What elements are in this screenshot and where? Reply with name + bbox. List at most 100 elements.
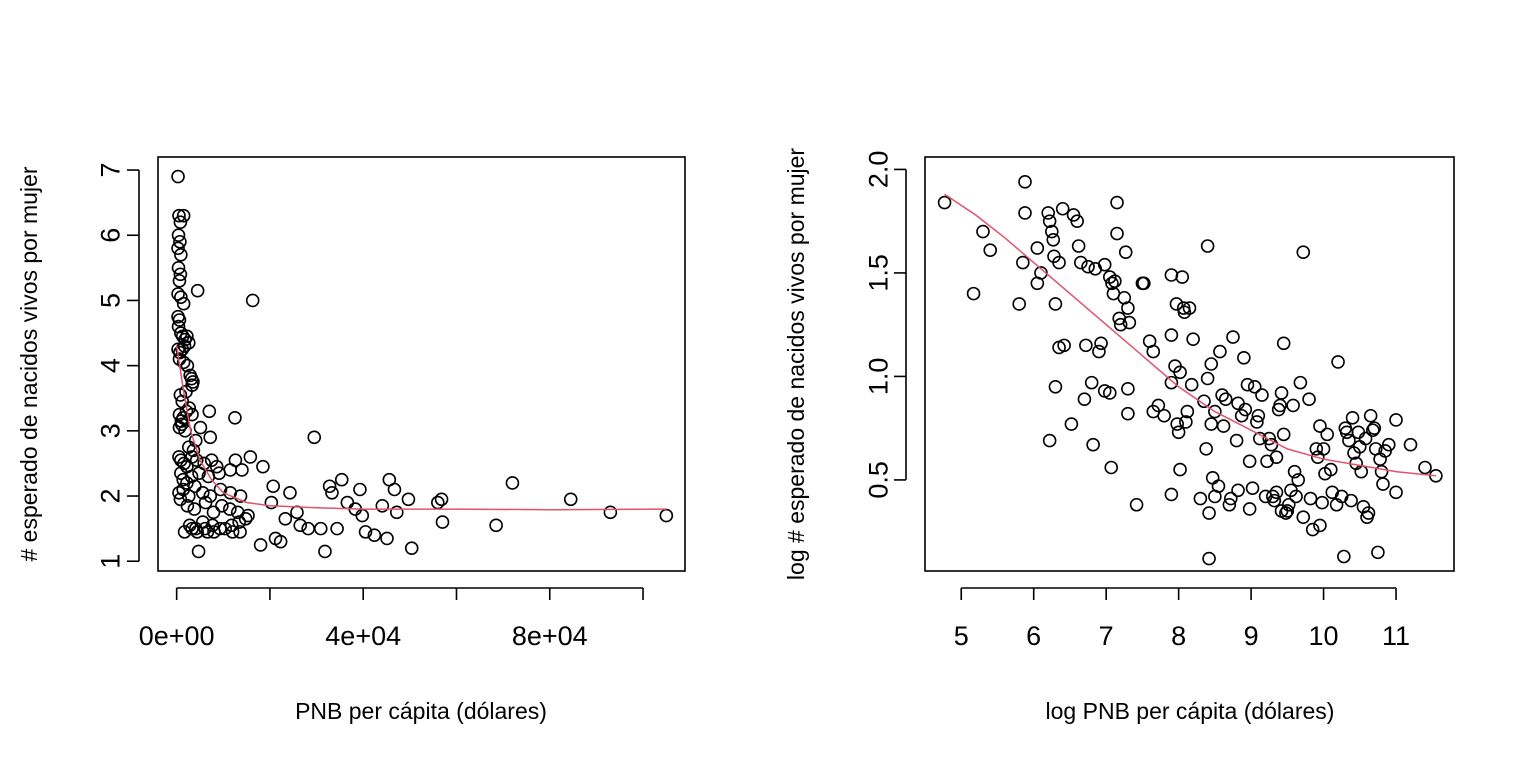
right-data-point: [1164, 487, 1179, 502]
left-data-point: [325, 485, 339, 500]
left-data-point: [173, 215, 188, 229]
right-data-point: [1086, 437, 1100, 452]
right-data-point: [1164, 268, 1179, 282]
left-data-point: [283, 485, 297, 500]
right-trend-line: [944, 193, 1436, 477]
right-data-point: [1303, 491, 1318, 506]
right-data-point: [1242, 502, 1257, 516]
right-data-point: [1070, 214, 1084, 228]
left-data-point: [293, 518, 308, 533]
right-data-point: [1157, 408, 1171, 423]
right-data-point: [1264, 437, 1279, 452]
right-data-point: [1276, 427, 1291, 442]
left-data-point: [273, 534, 288, 549]
left-data-point: [203, 430, 218, 445]
left-data-point: [243, 450, 258, 464]
right-data-point: [1374, 464, 1389, 479]
right-data-point: [1173, 462, 1187, 477]
right-data-point: [1179, 415, 1193, 429]
left-data-point: [563, 492, 578, 507]
right-y-tick-label: 1.5: [863, 254, 893, 292]
right-data-point: [1281, 497, 1296, 512]
right-data-point: [1344, 493, 1358, 508]
right-data-point: [1129, 497, 1144, 512]
left-data-point: [180, 358, 195, 373]
left-data-point: [171, 241, 185, 256]
left-y-tick-label: 2: [95, 489, 125, 504]
left-data-point: [375, 499, 390, 513]
right-data-point: [1108, 274, 1122, 289]
right-data-point: [1240, 377, 1255, 392]
right-x-tick-label: 10: [1309, 621, 1339, 651]
right-data-point: [1216, 419, 1231, 433]
right-data-point: [1092, 344, 1106, 359]
right-data-point: [1064, 417, 1079, 431]
right-data-point: [1366, 423, 1380, 438]
right-data-point: [1267, 493, 1282, 508]
right-data-point: [1202, 551, 1216, 566]
left-data-point: [215, 499, 229, 513]
right-data-point: [1202, 506, 1216, 520]
left-data-point: [177, 339, 192, 353]
left-data-point: [235, 463, 249, 477]
right-data-point: [1215, 388, 1229, 402]
left-data-point: [183, 368, 197, 383]
left-data-point: [180, 499, 195, 513]
left-data-point: [172, 274, 187, 288]
right-data-point: [1245, 481, 1260, 496]
right-data-point: [1211, 479, 1226, 493]
right-data-point: [1316, 442, 1331, 456]
right-data-point: [1071, 239, 1086, 253]
right-data-point: [1218, 392, 1233, 406]
right-data-point: [1274, 386, 1289, 400]
right-data-point: [1224, 491, 1238, 506]
right-data-point: [1376, 477, 1390, 491]
left-x-tick-label: 0e+00: [139, 621, 215, 651]
left-data-point: [195, 485, 210, 500]
right-y-tick-label: 1.0: [863, 358, 893, 396]
right-x-tick-label: 8: [1171, 621, 1186, 651]
left-data-point: [172, 208, 186, 223]
right-data-point: [1251, 408, 1266, 423]
right-data-point: [1363, 408, 1378, 423]
left-data-point: [176, 355, 191, 370]
right-data-point: [1389, 485, 1403, 500]
right-data-point: [1351, 425, 1366, 440]
right-data-point: [1313, 419, 1327, 433]
right-data-point: [1169, 297, 1184, 311]
left-data-point: [181, 489, 196, 503]
left-data-point: [256, 459, 270, 474]
left-data-point: [173, 267, 188, 282]
right-y-tick-label: 0.5: [863, 461, 893, 499]
left-data-point: [174, 417, 189, 432]
right-data-point: [1151, 398, 1166, 413]
left-data-point: [191, 544, 206, 559]
left-data-point: [435, 515, 450, 529]
right-data-point: [1113, 317, 1128, 332]
left-data-point: [340, 495, 355, 510]
right-data-point: [976, 224, 990, 239]
left-data-point: [176, 296, 191, 311]
left-data-point: [313, 521, 328, 536]
left-data-point: [330, 521, 344, 536]
right-data-point: [1200, 239, 1215, 253]
right-data-point: [1293, 375, 1308, 390]
left-data-point: [659, 508, 674, 523]
right-data-point: [1084, 375, 1099, 390]
right-data-point: [1204, 417, 1219, 431]
right-data-point: [1048, 297, 1063, 311]
left-x-tick-label: 8e+04: [512, 621, 588, 651]
left-y-tick-label: 1: [95, 554, 125, 569]
left-data-point: [431, 495, 445, 510]
left-data-point: [223, 502, 237, 516]
right-data-point: [1079, 338, 1093, 353]
left-y-axis-title: # esperado de nacidos vivos por mujer: [16, 166, 42, 561]
right-x-axis-title: log PNB per cápita (dólares): [1046, 698, 1335, 724]
left-data-point: [190, 525, 204, 539]
right-data-point: [1077, 392, 1092, 406]
right-data-point: [1055, 201, 1070, 216]
right-data-point: [1012, 297, 1027, 311]
right-data-point: [1213, 344, 1227, 359]
right-data-point: [1291, 473, 1305, 487]
left-data-point: [505, 476, 520, 490]
